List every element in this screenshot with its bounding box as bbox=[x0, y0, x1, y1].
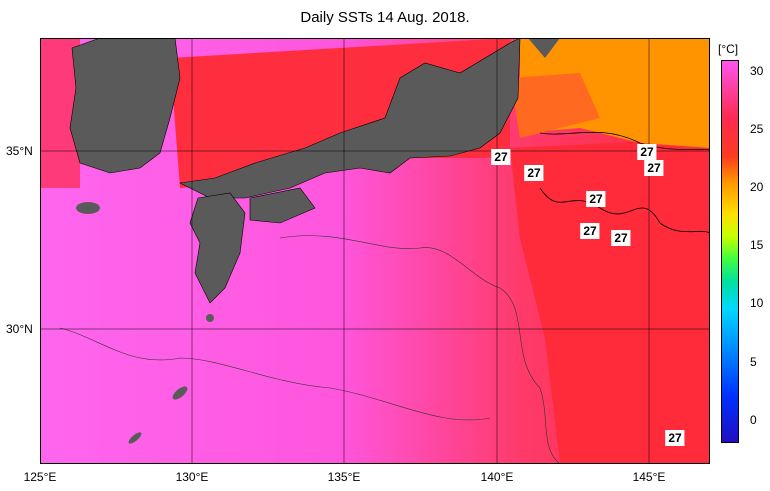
land-korea bbox=[69, 38, 181, 174]
isotherm-label: 27 bbox=[586, 191, 606, 207]
isotherm-label: 27 bbox=[637, 144, 657, 160]
colorbar bbox=[721, 60, 739, 443]
land-amami bbox=[172, 386, 188, 400]
isotherm-label: 27 bbox=[524, 165, 544, 181]
isotherm-label: 27 bbox=[644, 160, 664, 176]
colorbar-tick: 0 bbox=[750, 413, 757, 427]
lat-label: 35°N bbox=[6, 144, 33, 158]
sst-map-canvas bbox=[40, 38, 710, 464]
sst-map bbox=[40, 38, 710, 464]
isotherm-label: 27 bbox=[665, 430, 685, 446]
colorbar-unit: [°C] bbox=[718, 42, 739, 56]
land-jeju bbox=[76, 202, 100, 214]
isotherm-line bbox=[279, 235, 561, 464]
map-frame bbox=[40, 38, 710, 464]
isotherm-label: 27 bbox=[580, 223, 600, 239]
land-honshu bbox=[179, 38, 521, 199]
isotherm-line bbox=[539, 131, 710, 151]
isotherm-line bbox=[539, 187, 710, 234]
colorbar-tick: 20 bbox=[750, 180, 764, 194]
isotherm-label: 27 bbox=[491, 149, 511, 165]
land-hokkaido bbox=[528, 38, 560, 58]
lat-label: 30°N bbox=[6, 322, 33, 336]
lon-label: 135°E bbox=[327, 470, 361, 484]
land-shikoku bbox=[249, 187, 316, 224]
lon-label: 145°E bbox=[632, 470, 666, 484]
warm-zone-korea-west bbox=[40, 38, 80, 188]
isotherm-label: 27 bbox=[611, 230, 631, 246]
transition-zone bbox=[510, 73, 600, 138]
land-tanegashima bbox=[206, 314, 214, 322]
map-title: Daily SSTs 14 Aug. 2018. bbox=[300, 9, 470, 26]
colorbar-tick: 15 bbox=[750, 238, 764, 252]
lon-label: 140°E bbox=[480, 470, 514, 484]
land-okinawa bbox=[128, 432, 142, 444]
lon-label: 125°E bbox=[23, 470, 57, 484]
isotherm-line bbox=[59, 327, 491, 421]
warm-zone-east bbox=[510, 138, 710, 464]
graticule bbox=[40, 38, 710, 464]
colorbar-tick: 10 bbox=[750, 296, 764, 310]
colorbar-tick: 5 bbox=[750, 355, 757, 369]
colorbar-tick: 25 bbox=[750, 122, 764, 136]
lon-label: 130°E bbox=[175, 470, 209, 484]
land-kyushu bbox=[189, 192, 246, 304]
colorbar-tick: 30 bbox=[750, 64, 764, 78]
